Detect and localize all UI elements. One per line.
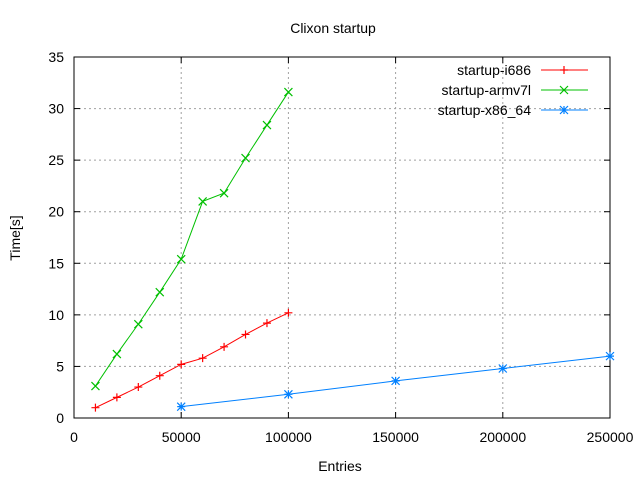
legend-marker: [560, 66, 568, 74]
x-tick-label: 150000: [372, 429, 419, 445]
data-point: [241, 153, 250, 163]
legend-marker: [559, 105, 569, 115]
y-tick-label: 35: [48, 49, 64, 65]
plot-frame: [73, 56, 611, 419]
data-point: [605, 351, 615, 361]
data-point: [220, 342, 229, 351]
legend-label: startup-armv7l: [442, 82, 531, 98]
data-point: [177, 360, 186, 369]
legend-marker: [559, 85, 569, 95]
series-group: [91, 87, 615, 412]
data-point: [262, 120, 272, 130]
x-tick-label: 250000: [587, 429, 634, 445]
data-point: [241, 330, 250, 339]
y-tick-label: 10: [48, 307, 64, 323]
data-point: [112, 393, 121, 402]
data-point: [498, 364, 508, 373]
data-point: [391, 376, 401, 386]
data-point: [262, 319, 271, 328]
data-point: [112, 349, 122, 359]
x-tick-label: 100000: [265, 429, 312, 445]
y-tick-label: 15: [48, 255, 64, 271]
series-line: [95, 312, 289, 409]
y-tick-label: 20: [48, 204, 64, 220]
legend-label: startup-x86_64: [438, 102, 532, 118]
data-point: [91, 381, 100, 391]
chart-title: Clixon startup: [290, 20, 376, 36]
data-point: [198, 354, 207, 363]
data-point: [176, 402, 186, 412]
series-startup-i686: [91, 308, 293, 412]
y-tick-label: 25: [48, 152, 64, 168]
x-axis-label: Entries: [318, 458, 362, 474]
data-point: [198, 196, 208, 206]
ticks: 0 50000 100000 150000 200000 250000 0 5 10 15 20 25…: [48, 49, 633, 445]
x-tick-label: 50000: [162, 429, 201, 445]
data-point: [133, 319, 143, 329]
data-point: [91, 403, 100, 412]
data-point: [176, 254, 186, 264]
y-tick-label: 0: [56, 410, 64, 426]
data-point: [283, 389, 293, 399]
data-point: [155, 371, 164, 380]
data-point: [219, 188, 229, 198]
data-point: [155, 287, 165, 297]
series-startup-x86_64: [176, 351, 615, 412]
y-tick-label: 5: [56, 358, 64, 374]
x-tick-label: 200000: [479, 429, 526, 445]
series-startup-armv7l: [91, 87, 293, 391]
y-axis-label: Time[s]: [7, 215, 23, 260]
data-point: [283, 87, 293, 97]
x-tick-label: 0: [70, 429, 78, 445]
data-point: [284, 308, 293, 317]
data-point: [134, 383, 143, 392]
series-line: [95, 91, 289, 387]
legend-label: startup-i686: [457, 62, 531, 78]
y-tick-label: 30: [48, 101, 64, 117]
legend: startup-i686 startup-armv7l startup-x86_64: [438, 62, 588, 118]
